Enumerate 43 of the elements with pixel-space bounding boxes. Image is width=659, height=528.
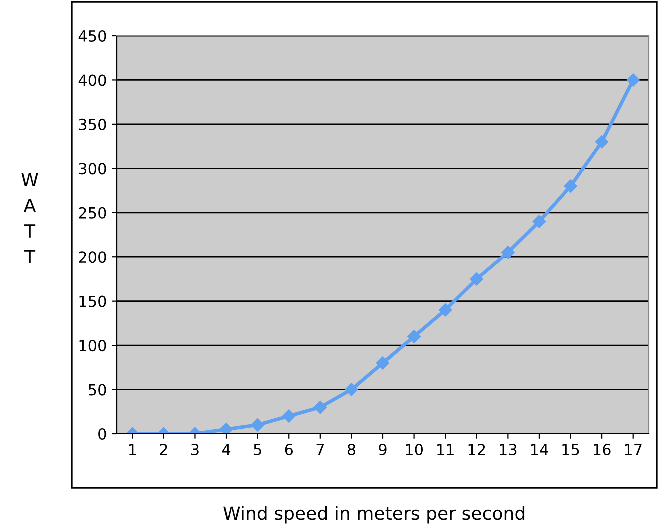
point [345, 383, 358, 396]
point [470, 272, 484, 286]
point [532, 215, 546, 228]
x-tick-label: 10 [406, 444, 423, 456]
y-tick-label: 100 [80, 340, 106, 352]
point [282, 410, 296, 423]
y-tick-label: 300 [79, 163, 106, 175]
point [502, 246, 515, 260]
y-tick-label: 200 [79, 252, 106, 264]
y-tick-label: 50 [89, 384, 106, 396]
x-tick-label: 16 [594, 444, 611, 456]
x-tick-label: 1 [129, 444, 136, 456]
x-tick-label: 5 [254, 444, 262, 456]
point [314, 400, 327, 414]
point [220, 422, 234, 434]
y-tick-label: 450 [78, 30, 106, 42]
x-tick-label: 4 [222, 444, 231, 456]
point [408, 330, 421, 344]
y-tick-label: 350 [79, 118, 106, 130]
x-tick-label: 3 [192, 444, 199, 456]
x-axis-title: Wind speed in meters per second [224, 506, 525, 524]
point [439, 304, 452, 317]
x-tick-label: 13 [500, 444, 517, 456]
y-tick-label: 150 [80, 296, 106, 308]
y-tick-label: 400 [78, 74, 106, 86]
x-tick-label: 2 [160, 444, 168, 456]
point [595, 136, 609, 149]
x-tick-label: 7 [316, 444, 324, 456]
point [564, 180, 578, 193]
point [251, 418, 264, 432]
x-tick-label: 14 [531, 444, 548, 456]
point [626, 74, 640, 87]
y-tick-label: 0 [98, 428, 106, 440]
point [376, 356, 390, 370]
x-tick-label: 15 [562, 444, 580, 456]
x-tick-label: 6 [285, 444, 294, 456]
x-tick-label: 17 [625, 444, 642, 456]
y-axis-title: WATT [22, 173, 38, 264]
x-tick-label: 11 [438, 444, 454, 456]
y-tick-label: 250 [79, 207, 106, 219]
x-tick-label: 8 [348, 444, 356, 456]
x-tick-label: 12 [468, 444, 486, 456]
x-tick-label: 9 [379, 444, 387, 456]
